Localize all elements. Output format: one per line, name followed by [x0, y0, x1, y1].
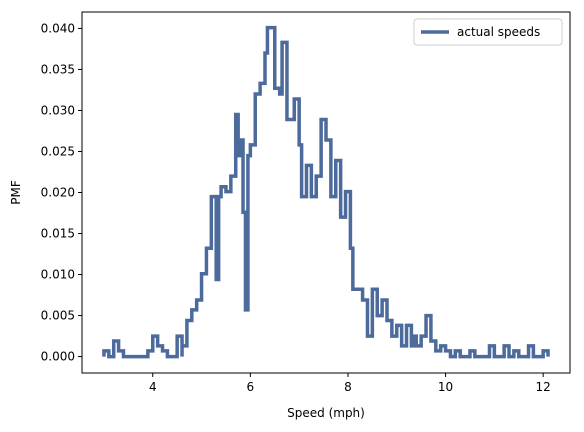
x-tick-label: 4: [149, 380, 157, 394]
y-tick-label: 0.025: [41, 144, 75, 158]
axes-layer: 4 6 8 10 12 0.000 0.005 0.010 0.015 0.020 0.025 0.0…: [41, 11, 571, 394]
axes-frame: [81, 11, 571, 374]
x-tick-label: 10: [438, 380, 453, 394]
y-axis-label: PMF: [9, 180, 23, 205]
y-tick-label: 0.030: [41, 103, 75, 117]
y-tick-label: 0.005: [41, 309, 75, 323]
x-tick-label: 6: [247, 380, 255, 394]
y-tick-label: 0.000: [41, 350, 75, 364]
y-tick-label: 0.035: [41, 62, 75, 76]
legend: actual speeds: [413, 18, 563, 46]
series-line-0: [102, 25, 550, 359]
y-tick-label: 0.015: [41, 227, 75, 241]
plot-area: [102, 25, 550, 359]
legend-box: [413, 18, 563, 46]
legend-entry-label: actual speeds: [457, 25, 540, 39]
x-tick-label: 8: [344, 380, 352, 394]
y-tick-label: 0.020: [41, 186, 75, 200]
x-axis-label: Speed (mph): [287, 406, 365, 420]
y-tick-label: 0.040: [41, 21, 75, 35]
y-tick-label: 0.010: [41, 268, 75, 282]
x-tick-label: 12: [536, 380, 551, 394]
